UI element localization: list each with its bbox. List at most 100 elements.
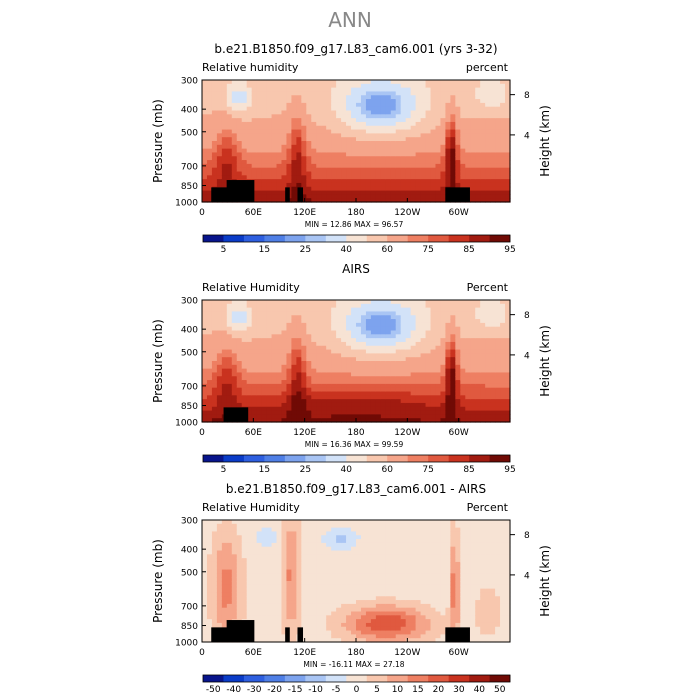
heatmap-cell bbox=[276, 194, 283, 199]
heatmap-cell bbox=[261, 531, 268, 536]
heatmap-cell bbox=[505, 102, 511, 108]
heatmap-cell bbox=[241, 80, 248, 85]
heatmap-cell bbox=[286, 376, 293, 381]
heatmap-cell bbox=[241, 600, 248, 605]
heatmap-cell bbox=[460, 167, 466, 173]
heatmap-cell bbox=[365, 395, 372, 400]
heatmap-cell bbox=[331, 406, 337, 412]
heatmap-cell bbox=[465, 171, 471, 176]
heatmap-cell bbox=[440, 80, 447, 85]
heatmap-cell bbox=[485, 319, 491, 324]
heatmap-cell bbox=[336, 114, 342, 119]
heatmap-cell bbox=[276, 554, 283, 559]
heatmap-cell bbox=[321, 129, 327, 134]
heatmap-cell bbox=[370, 194, 377, 199]
heatmap-cell bbox=[435, 368, 442, 374]
heatmap-cell bbox=[380, 387, 387, 393]
heatmap-cell bbox=[336, 523, 342, 529]
heatmap-cell bbox=[351, 330, 357, 335]
heatmap-cell bbox=[266, 95, 273, 100]
heatmap-cell bbox=[331, 634, 337, 639]
heatmap-cell bbox=[405, 399, 412, 404]
heatmap-cell bbox=[370, 364, 377, 370]
heatmap-cell bbox=[311, 171, 317, 176]
heatmap-cell bbox=[316, 368, 322, 374]
heatmap-cell bbox=[286, 603, 293, 609]
heatmap-cell bbox=[211, 125, 218, 131]
heatmap-cell bbox=[301, 622, 307, 628]
heatmap-cell bbox=[291, 179, 297, 184]
heatmap-cell bbox=[226, 338, 233, 343]
heatmap-cell bbox=[206, 83, 213, 89]
heatmap-cell bbox=[301, 565, 307, 571]
heatmap-cell bbox=[336, 121, 342, 127]
heatmap-cell bbox=[505, 395, 511, 400]
heatmap-cell bbox=[480, 121, 486, 127]
heatmap-cell bbox=[465, 148, 471, 154]
heatmap-cell bbox=[370, 414, 377, 419]
heatmap-cell bbox=[326, 345, 332, 351]
x-tick-label: 180 bbox=[347, 428, 364, 438]
heatmap-cell bbox=[346, 118, 352, 123]
heatmap-cell bbox=[365, 330, 372, 335]
colorbar-swatch bbox=[387, 455, 408, 462]
heatmap-cell bbox=[400, 334, 407, 339]
heatmap-cell bbox=[216, 414, 223, 419]
heatmap-cell bbox=[256, 125, 263, 131]
heatmap-cell bbox=[246, 615, 253, 620]
colorbar-label: 5 bbox=[221, 465, 227, 475]
panel-1: b.e21.B1850.f09_g17.L83_cam6.001 (yrs 3-… bbox=[151, 42, 552, 255]
heatmap-cell bbox=[321, 539, 327, 544]
heatmap-cell bbox=[470, 114, 476, 119]
heatmap-cell bbox=[286, 80, 293, 85]
heatmap-cell bbox=[365, 418, 372, 423]
heatmap-cell bbox=[430, 152, 437, 157]
heatmap-cell bbox=[326, 307, 332, 313]
heatmap-cell bbox=[375, 91, 382, 96]
heatmap-cell bbox=[236, 527, 243, 533]
heatmap-cell bbox=[445, 418, 451, 423]
heatmap-cell bbox=[236, 303, 243, 309]
heatmap-cell bbox=[505, 194, 511, 199]
heatmap-cell bbox=[380, 368, 387, 374]
heatmap-cell bbox=[480, 395, 486, 400]
heatmap-cell bbox=[311, 118, 317, 123]
heatmap-cell bbox=[336, 152, 342, 157]
heatmap-cell bbox=[206, 334, 213, 339]
heatmap-cell bbox=[395, 175, 402, 180]
heatmap-cell bbox=[231, 95, 238, 100]
heatmap-cell bbox=[410, 307, 417, 313]
heatmap-cell bbox=[500, 345, 506, 351]
heatmap-cell bbox=[346, 300, 352, 305]
heatmap-cell bbox=[296, 527, 302, 533]
heatmap-cell bbox=[276, 167, 283, 173]
heatmap-cell bbox=[336, 630, 342, 635]
heatmap-cell bbox=[400, 80, 407, 85]
heatmap-cell bbox=[346, 402, 352, 408]
heatmap-cell bbox=[202, 110, 208, 115]
heatmap-cell bbox=[236, 542, 243, 548]
heatmap-cell bbox=[415, 121, 422, 127]
heatmap-cell bbox=[266, 539, 273, 544]
heatmap-cell bbox=[435, 353, 442, 358]
heatmap-cell bbox=[301, 561, 307, 567]
heatmap-cell bbox=[450, 349, 456, 354]
heatmap-cell bbox=[440, 387, 447, 393]
heatmap-cell bbox=[231, 167, 238, 173]
heatmap-cell bbox=[495, 376, 501, 381]
heatmap-cell bbox=[390, 341, 397, 347]
heatmap-cell bbox=[380, 163, 387, 169]
heatmap-cell bbox=[241, 133, 248, 138]
heatmap-cell bbox=[390, 391, 397, 396]
heatmap-cell bbox=[440, 383, 447, 389]
heatmap-cell bbox=[380, 372, 387, 377]
heatmap-cell bbox=[331, 611, 337, 616]
heatmap-cell bbox=[261, 311, 268, 316]
heatmap-cell bbox=[336, 611, 342, 616]
colorbar-label: 60 bbox=[381, 465, 393, 475]
heatmap-cell bbox=[430, 341, 437, 347]
heatmap-cell bbox=[296, 102, 302, 108]
heatmap-cell bbox=[241, 163, 248, 169]
heatmap-cell bbox=[236, 160, 243, 165]
heatmap-cell bbox=[311, 319, 317, 324]
